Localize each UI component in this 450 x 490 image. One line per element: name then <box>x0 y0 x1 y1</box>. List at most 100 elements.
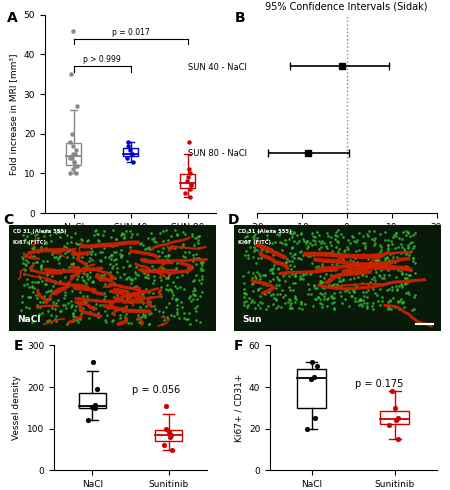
Point <box>401 274 408 282</box>
Point <box>75 272 82 280</box>
Point <box>305 252 312 260</box>
Point <box>125 249 132 257</box>
Point <box>377 260 384 268</box>
Point <box>392 229 400 237</box>
Point <box>54 226 61 234</box>
Point <box>176 283 183 291</box>
Point <box>352 251 360 259</box>
Point <box>291 237 298 245</box>
Point <box>73 266 81 273</box>
Point <box>367 264 374 271</box>
Point <box>404 279 411 287</box>
Point <box>147 229 154 237</box>
Point <box>244 251 252 259</box>
Point <box>50 266 58 274</box>
Point <box>187 297 194 305</box>
Point <box>146 320 153 328</box>
Point <box>402 262 410 270</box>
Point <box>100 271 108 279</box>
Point <box>409 257 416 265</box>
Point <box>366 259 373 267</box>
Point <box>191 254 198 262</box>
Point <box>254 301 261 309</box>
Point <box>397 249 405 257</box>
Point <box>351 294 359 302</box>
Point <box>94 385 101 393</box>
Point <box>36 274 43 282</box>
Point <box>293 239 300 246</box>
Point <box>349 232 356 240</box>
Point <box>140 241 147 249</box>
Point <box>106 287 113 294</box>
Point <box>170 312 177 320</box>
Point <box>88 247 95 255</box>
Point <box>189 230 196 238</box>
Point <box>364 232 372 240</box>
Point <box>374 297 382 305</box>
Point <box>267 226 274 234</box>
Point <box>82 298 89 306</box>
Point <box>87 268 94 276</box>
Point <box>137 295 144 303</box>
Point <box>392 258 399 266</box>
Point <box>317 272 324 280</box>
Point <box>51 279 59 287</box>
Point <box>162 303 170 311</box>
Point <box>404 228 411 236</box>
Point <box>141 273 149 281</box>
Point <box>141 245 149 253</box>
Point <box>107 272 114 280</box>
Point <box>56 228 63 236</box>
Point <box>254 227 261 235</box>
Point <box>195 239 202 247</box>
Point <box>331 251 338 259</box>
Point <box>69 166 76 173</box>
Point <box>128 230 135 238</box>
Point <box>31 244 38 251</box>
Point <box>296 237 303 245</box>
Point <box>172 264 180 272</box>
Point <box>255 254 262 262</box>
Point <box>319 262 326 270</box>
Point <box>82 260 90 268</box>
Point <box>318 237 325 245</box>
Point <box>55 255 62 263</box>
Point <box>72 316 79 323</box>
Point <box>346 239 354 247</box>
Point <box>290 263 297 270</box>
Point <box>292 279 299 287</box>
Point <box>345 236 352 244</box>
Point <box>386 420 393 428</box>
Point <box>116 295 123 303</box>
Point <box>252 259 260 267</box>
Point <box>288 252 296 260</box>
Point <box>199 258 206 266</box>
Point <box>390 233 397 241</box>
Point <box>290 287 297 294</box>
Point <box>126 273 133 281</box>
Point <box>162 285 169 293</box>
Point <box>288 265 295 272</box>
Point <box>99 248 106 256</box>
Point <box>351 260 358 268</box>
Point <box>298 231 305 239</box>
Point <box>60 294 67 302</box>
Point <box>186 194 194 201</box>
Point <box>68 287 75 295</box>
Point <box>132 263 139 271</box>
Point <box>326 249 333 257</box>
Point <box>196 292 203 299</box>
Point <box>189 255 196 263</box>
Point <box>393 285 400 293</box>
Point <box>267 245 274 253</box>
Point <box>98 272 105 280</box>
Point <box>336 277 343 285</box>
Point <box>395 297 402 305</box>
Point <box>251 232 258 240</box>
Point <box>360 233 367 241</box>
Point <box>330 298 338 306</box>
X-axis label: Difference between group means: Difference between group means <box>271 238 422 246</box>
Point <box>59 265 67 272</box>
Point <box>374 252 382 260</box>
Point <box>123 290 130 298</box>
